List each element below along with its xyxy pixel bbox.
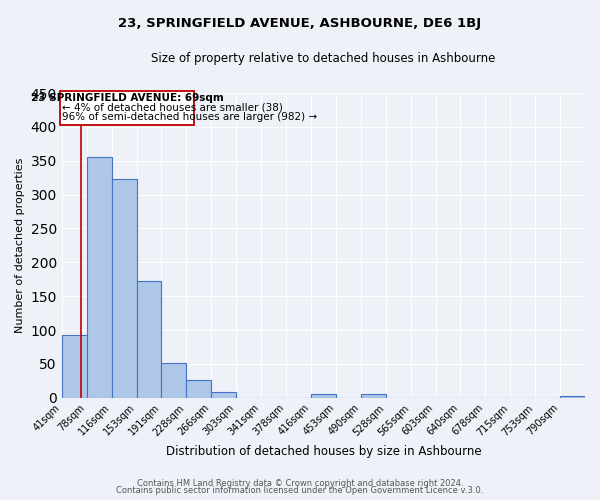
Bar: [211, 392, 236, 398]
Bar: [137, 280, 161, 398]
Y-axis label: Number of detached properties: Number of detached properties: [15, 158, 25, 333]
Text: 23 SPRINGFIELD AVENUE: 69sqm: 23 SPRINGFIELD AVENUE: 69sqm: [31, 93, 224, 103]
X-axis label: Distribution of detached houses by size in Ashbourne: Distribution of detached houses by size …: [166, 444, 481, 458]
Title: Size of property relative to detached houses in Ashbourne: Size of property relative to detached ho…: [151, 52, 496, 66]
Text: 23, SPRINGFIELD AVENUE, ASHBOURNE, DE6 1BJ: 23, SPRINGFIELD AVENUE, ASHBOURNE, DE6 1…: [118, 18, 482, 30]
Bar: [87, 158, 112, 398]
Bar: [361, 394, 386, 398]
Text: Contains public sector information licensed under the Open Government Licence v.: Contains public sector information licen…: [116, 486, 484, 495]
Bar: [62, 336, 87, 398]
Bar: [112, 179, 137, 398]
Bar: [187, 380, 211, 398]
Bar: [161, 362, 187, 398]
Bar: [560, 396, 585, 398]
Bar: [311, 394, 336, 398]
Text: ← 4% of detached houses are smaller (38): ← 4% of detached houses are smaller (38): [62, 102, 283, 113]
FancyBboxPatch shape: [61, 91, 194, 125]
Text: 96% of semi-detached houses are larger (982) →: 96% of semi-detached houses are larger (…: [62, 112, 317, 122]
Text: Contains HM Land Registry data © Crown copyright and database right 2024.: Contains HM Land Registry data © Crown c…: [137, 478, 463, 488]
